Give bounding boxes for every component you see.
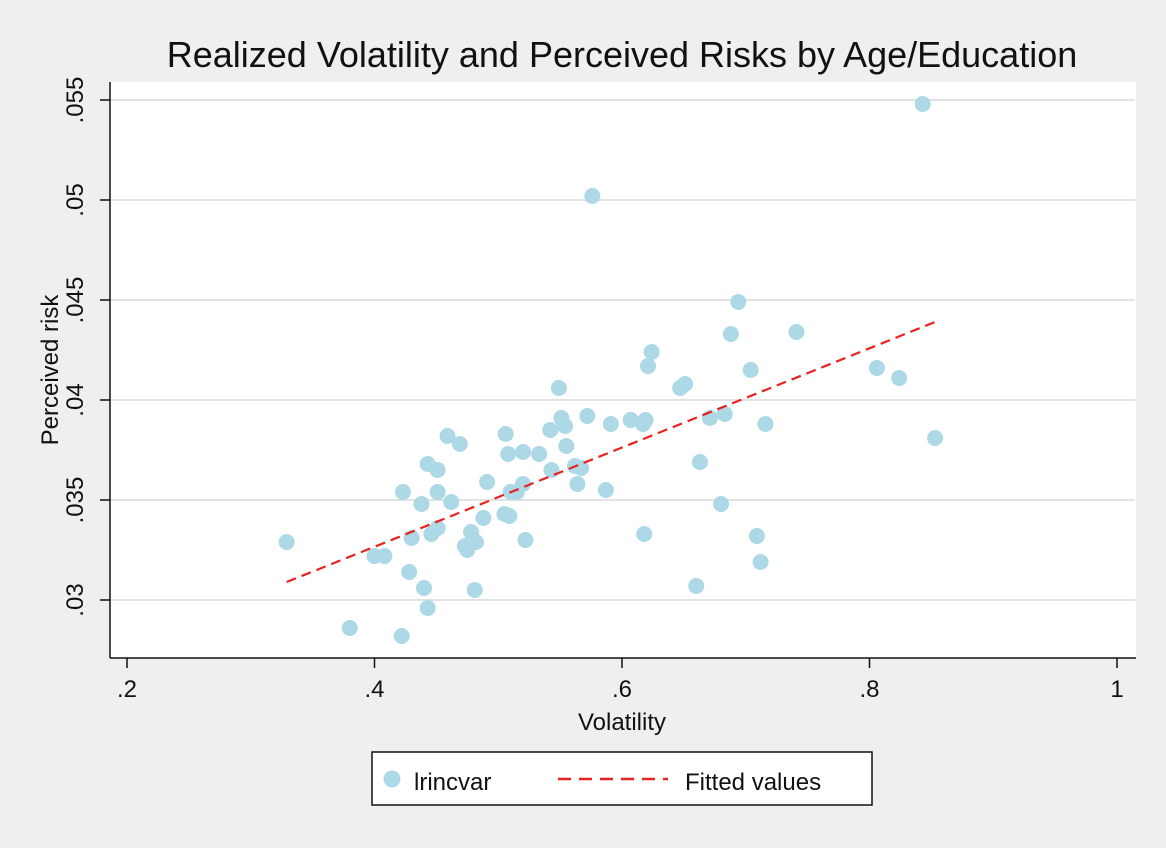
scatter-point <box>688 578 705 594</box>
scatter-point <box>531 446 548 462</box>
scatter-point <box>788 324 805 340</box>
scatter-point <box>393 628 410 644</box>
x-tick-label: .8 <box>859 676 879 703</box>
scatter-point <box>757 416 774 432</box>
scatter-point <box>515 476 531 492</box>
scatter-point <box>278 534 295 550</box>
y-tick-label: .05 <box>62 183 89 216</box>
scatter-point <box>542 422 559 438</box>
scatter-point <box>413 496 430 512</box>
x-tick-label: .4 <box>364 676 384 703</box>
scatter-point <box>713 496 729 512</box>
y-tick-label: .045 <box>62 277 89 324</box>
scatter-point <box>443 494 460 510</box>
plot-area <box>110 82 1136 658</box>
scatter-point <box>401 564 418 580</box>
scatter-point <box>416 580 432 596</box>
scatter-point <box>636 526 653 542</box>
scatter-point <box>451 436 468 452</box>
scatter-points <box>278 96 944 644</box>
x-ticks: .2 .4 .6 .8 1 <box>117 658 1124 703</box>
y-tick-label: .055 <box>62 77 89 124</box>
scatter-point <box>584 188 601 204</box>
scatter-point <box>479 474 496 490</box>
scatter-point <box>722 326 739 342</box>
scatter-point <box>622 412 639 428</box>
scatter-point <box>466 582 483 598</box>
scatter-point <box>639 358 656 374</box>
fitted-line-group <box>286 320 936 584</box>
scatter-point <box>475 510 492 526</box>
scatter-point <box>394 484 411 500</box>
grid <box>111 99 1135 601</box>
scatter-point <box>500 446 517 462</box>
scatter-point <box>517 532 534 548</box>
legend-label-fit: Fitted values <box>685 769 821 796</box>
scatter-point <box>691 454 708 470</box>
scatter-point <box>748 528 765 544</box>
scatter-point <box>515 444 531 460</box>
fitted-line <box>286 320 936 584</box>
scatter-point <box>579 408 596 424</box>
scatter-point <box>558 438 575 454</box>
x-axis-title: Volatility <box>578 709 666 736</box>
scatter-point <box>602 416 619 432</box>
scatter-point <box>341 620 358 636</box>
scatter-point <box>467 534 484 550</box>
scatter-point <box>914 96 931 112</box>
scatter-point <box>429 484 446 500</box>
scatter-point <box>573 460 590 476</box>
scatter-point <box>730 294 747 310</box>
legend-label-points: lrincvar <box>414 769 491 796</box>
legend-marker-points <box>383 770 401 788</box>
scatter-point <box>376 548 393 564</box>
scatter-point <box>643 344 660 360</box>
scatter-point <box>569 476 586 492</box>
y-tick-label: .035 <box>62 477 89 524</box>
y-tick-label: .03 <box>62 583 89 616</box>
chart-title: Realized Volatility and Perceived Risks … <box>167 34 1078 75</box>
x-tick-label: 1 <box>1110 676 1123 703</box>
scatter-point <box>419 600 436 616</box>
x-tick-label: .6 <box>612 676 632 703</box>
scatter-point <box>501 508 518 524</box>
scatter-point <box>439 428 456 444</box>
scatter-point <box>716 406 733 422</box>
scatter-point <box>868 360 885 376</box>
x-tick-label: .2 <box>117 676 137 703</box>
scatter-point <box>429 520 446 536</box>
scatter-point <box>597 482 614 498</box>
legend-box <box>371 751 873 806</box>
y-axis-title: Perceived risk <box>37 294 64 446</box>
y-tick-label: .04 <box>62 383 89 416</box>
scatter-point <box>497 426 514 442</box>
scatter-point <box>557 418 574 434</box>
scatter-point <box>429 462 446 478</box>
scatter-point <box>677 376 694 392</box>
legend: lrincvar Fitted values <box>371 751 873 806</box>
scatter-point <box>543 462 560 478</box>
scatter-point <box>637 412 654 428</box>
scatter-point <box>752 554 769 570</box>
scatter-point <box>891 370 908 386</box>
scatter-point <box>742 362 759 378</box>
scatter-point <box>550 380 567 396</box>
scatter-point <box>927 430 944 446</box>
y-ticks: .03 .035 .04 .045 .05 .055 <box>62 77 110 617</box>
